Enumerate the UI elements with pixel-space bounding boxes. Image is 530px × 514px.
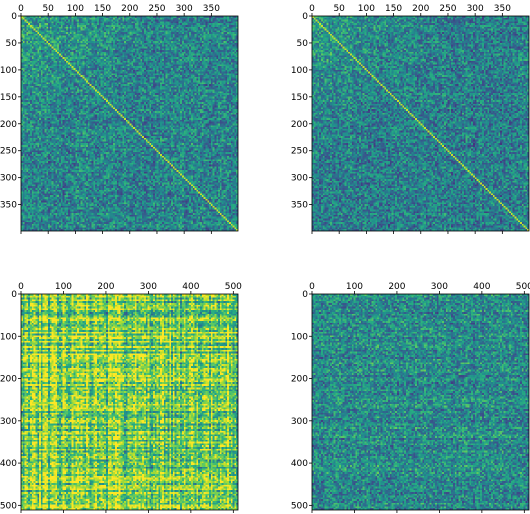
y-tick-label: 300 — [0, 417, 17, 427]
y-tick-label: 50 — [6, 39, 18, 49]
x-tick-label: 0 — [309, 282, 315, 292]
y-tick-label: 100 — [291, 332, 308, 342]
y-tick-label: 150 — [291, 93, 308, 103]
y-tick-label: 200 — [291, 375, 308, 385]
x-tick-label: 200 — [388, 282, 405, 292]
y-tick-label: 300 — [291, 417, 308, 427]
y-tick-label: 300 — [0, 174, 17, 184]
x-tick-label: 0 — [18, 4, 24, 14]
x-tick-label: 400 — [182, 282, 199, 292]
y-tick-label: 100 — [291, 66, 308, 76]
y-tick-label: 0 — [302, 290, 308, 300]
y-tick-label: 200 — [291, 120, 308, 130]
y-tick-label: 50 — [297, 39, 309, 49]
x-tick-label: 100 — [346, 282, 363, 292]
heatmap-panel-1: 0 50 100 150 200 250 300 350 0 50 100 150 200 250 300 3… — [0, 4, 239, 234]
y-tick-label: 300 — [291, 174, 308, 184]
y-tick-label: 350 — [291, 201, 308, 211]
y-tick-label: 500 — [0, 501, 17, 511]
x-tick-label: 50 — [42, 4, 54, 14]
y-tick-label: 0 — [302, 12, 308, 22]
x-tick-label: 300 — [140, 282, 157, 292]
x-tick-label: 0 — [309, 4, 315, 14]
x-tick-label: 350 — [203, 4, 220, 14]
x-tick-label: 0 — [18, 282, 24, 292]
y-tick-label: 200 — [0, 120, 17, 130]
x-tick-label: 150 — [94, 4, 111, 14]
x-tick-label: 100 — [358, 4, 375, 14]
x-tick-label: 400 — [473, 282, 490, 292]
y-tick-label: 100 — [0, 66, 17, 76]
x-tick-label: 100 — [55, 282, 72, 292]
heatmap-image-4 — [312, 294, 529, 510]
panels: 0 50 100 150 200 250 300 350 0 50 100 150 200 250 300 3… — [0, 4, 530, 513]
x-tick-label: 300 — [176, 4, 193, 14]
y-tick-label: 500 — [291, 501, 308, 511]
x-tick-label: 250 — [148, 4, 165, 14]
y-tick-label: 100 — [0, 332, 17, 342]
heatmap-panel-4: 0 100 200 300 400 500 0 100 200 300 400 500 — [291, 282, 530, 513]
y-tick-label: 200 — [0, 375, 17, 385]
heatmap-image-3 — [21, 294, 238, 510]
y-tick-label: 250 — [291, 147, 308, 157]
x-tick-label: 150 — [385, 4, 402, 14]
y-tick-label: 350 — [0, 201, 17, 211]
x-tick-label: 50 — [333, 4, 345, 14]
x-tick-label: 300 — [467, 4, 484, 14]
x-tick-label: 200 — [412, 4, 429, 14]
x-tick-label: 350 — [494, 4, 511, 14]
y-tick-label: 400 — [291, 459, 308, 469]
y-tick-label: 0 — [11, 290, 17, 300]
x-tick-label: 500 — [225, 282, 242, 292]
x-tick-label: 200 — [121, 4, 138, 14]
y-tick-label: 150 — [0, 93, 17, 103]
heatmap-panel-2: 0 50 100 150 200 250 300 350 0 50 100 150 200 250 300 3… — [291, 4, 530, 234]
heatmap-image-2 — [312, 16, 529, 231]
x-tick-label: 100 — [67, 4, 84, 14]
y-tick-label: 400 — [0, 459, 17, 469]
axis-frame-4 — [311, 293, 530, 511]
x-tick-label: 200 — [97, 282, 114, 292]
axis-frame-3 — [20, 293, 239, 511]
heatmap-image-1 — [21, 16, 238, 231]
y-tick-label: 250 — [0, 147, 17, 157]
x-tick-label: 300 — [431, 282, 448, 292]
heatmap-panel-3: 0 100 200 300 400 500 0 100 200 300 400 500 — [0, 282, 242, 513]
x-tick-label: 500 — [516, 282, 530, 292]
y-tick-label: 0 — [11, 12, 17, 22]
x-tick-label: 250 — [439, 4, 456, 14]
